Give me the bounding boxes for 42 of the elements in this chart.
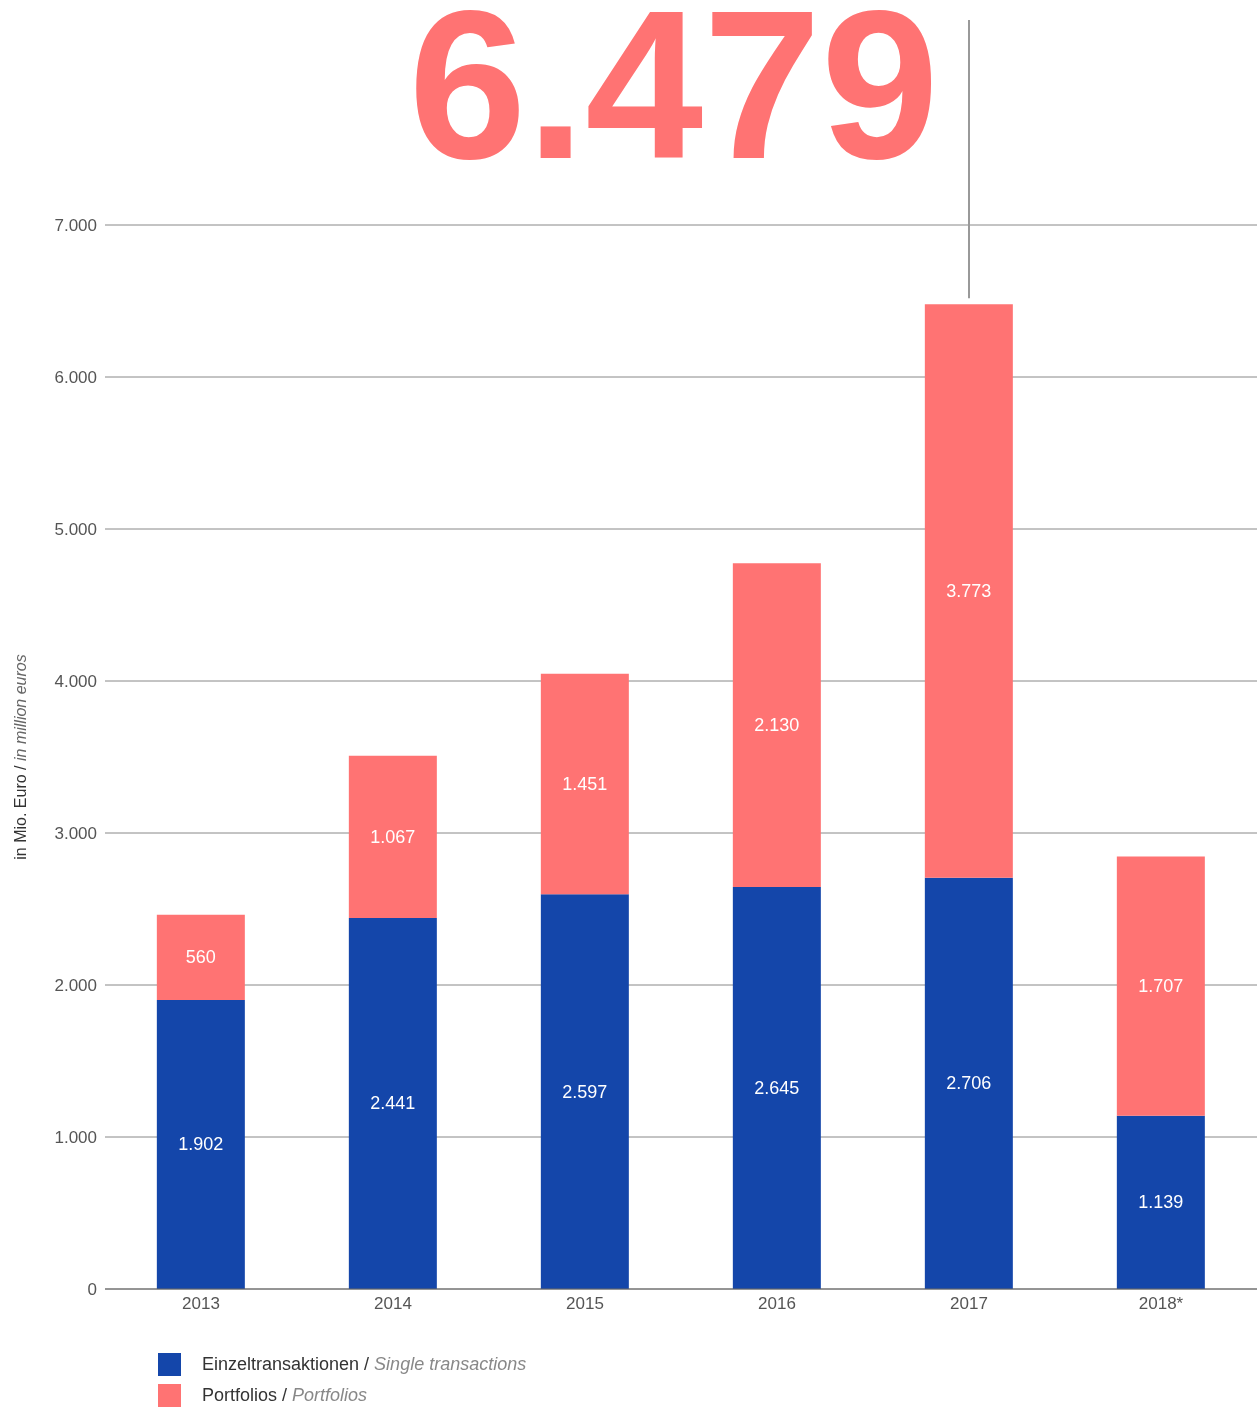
data-label: 2.130 [754,715,800,736]
y-tick-label: 0 [87,1280,97,1300]
data-label: 1.902 [178,1134,224,1155]
y-tick-label: 7.000 [54,216,97,236]
data-label: 2.706 [946,1073,992,1094]
bar [1116,856,1205,1116]
bar [540,894,629,1289]
x-tick-label: 2016 [758,1294,796,1314]
data-label: 2.441 [370,1093,416,1114]
bar [924,877,1013,1289]
bar [348,755,437,918]
bar [348,917,437,1289]
bar [732,563,821,887]
data-label: 560 [185,947,216,968]
y-tick-label: 5.000 [54,520,97,540]
data-label: 1.067 [370,826,416,847]
y-tick-label: 3.000 [54,824,97,844]
data-label: 2.597 [562,1081,608,1102]
bar [1116,1115,1205,1289]
data-label: 3.773 [946,580,992,601]
y-tick-label: 2.000 [54,976,97,996]
y-tick-label: 4.000 [54,672,97,692]
bar [540,673,629,895]
bar [156,914,245,1000]
x-tick-label: 2013 [182,1294,220,1314]
x-tick-label: 2017 [950,1294,988,1314]
legend-label: Einzeltransaktionen / Single transactions [202,1354,527,1375]
legend-label: Portfolios / Portfolios [202,1385,368,1406]
y-tick-label: 6.000 [54,368,97,388]
bar [156,999,245,1289]
x-tick-label: 2018* [1138,1294,1184,1314]
x-tick-label: 2014 [374,1294,412,1314]
y-axis-title: in Mio. Euro / in million euros [11,654,29,860]
y-tick-label: 1.000 [54,1128,97,1148]
data-label: 1.451 [562,773,608,794]
x-tick-label: 2015 [566,1294,604,1314]
annotation: 6.479 [408,0,939,203]
data-label: 2.645 [754,1077,800,1098]
bar [924,304,1013,878]
data-label: 1.139 [1138,1192,1184,1213]
data-label: 1.707 [1138,976,1184,997]
bar [732,886,821,1289]
